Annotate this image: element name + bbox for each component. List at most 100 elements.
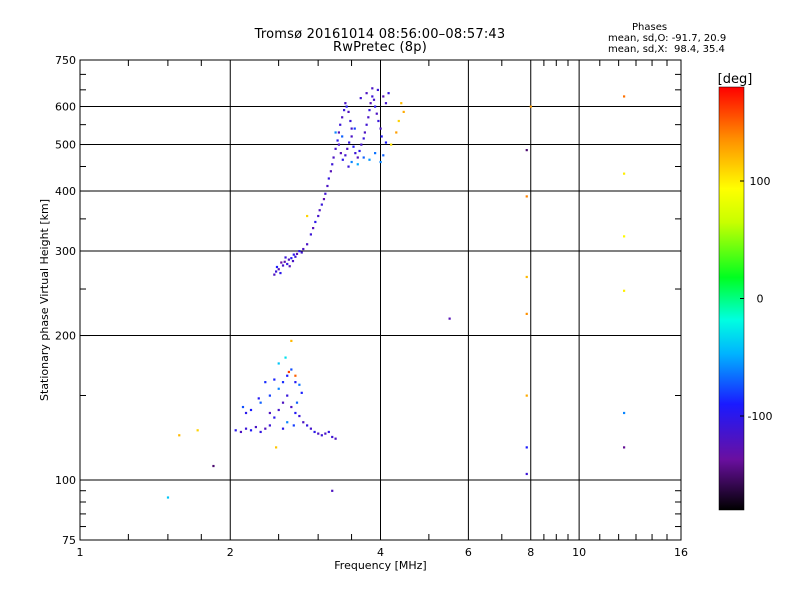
data-point [379,160,382,164]
data-point [525,472,528,476]
data-point [284,356,287,359]
data-point [342,109,346,112]
data-point [622,172,626,175]
y-tick-label: 400 [55,185,76,198]
colorbar: 100 0 -100 [deg] [718,72,772,511]
data-point [358,149,361,153]
data-point [281,381,285,384]
data-point [279,271,282,275]
data-point [369,102,372,105]
data-point [324,432,327,435]
data-point [317,432,320,435]
data-point [365,123,368,126]
data-point [306,243,309,246]
data-point [280,261,283,264]
data-point [529,105,532,108]
y-tick-label: 750 [55,54,76,67]
data-point [382,154,385,157]
data-point [347,165,350,168]
data-points [166,87,626,499]
data-point [300,391,303,394]
data-point [374,105,377,108]
data-point [294,255,297,258]
data-point [448,317,451,320]
data-point [400,102,403,105]
data-point [360,143,363,146]
data-point [344,102,347,105]
data-point [259,401,262,404]
colorbar-unit-label: [deg] [718,72,753,87]
data-point [374,152,377,155]
data-point [384,102,388,105]
data-point [347,110,350,113]
x-tick-label: 8 [527,546,534,559]
data-point [268,424,271,427]
data-point [339,152,342,155]
chart-title: Tromsø 20161014 08:56:00–08:57:43 [254,27,506,42]
data-point [292,253,295,256]
data-point [341,135,344,138]
data-point [367,116,370,119]
data-point [283,260,286,263]
data-point [244,411,248,415]
data-point [302,247,305,251]
data-point [196,429,199,432]
data-point [622,411,626,415]
data-point [277,387,280,390]
data-point [320,203,323,206]
y-tick-label: 600 [55,101,76,114]
data-point [309,427,312,430]
data-point [239,430,243,434]
data-point [622,235,626,238]
data-point [525,195,528,198]
colorbar-tick-label: 0 [757,293,764,306]
data-point [259,430,262,434]
data-point [350,135,353,138]
data-point [331,489,334,492]
data-point [244,427,248,430]
data-point [622,289,626,292]
data-point [286,374,289,377]
data-point [354,152,357,155]
data-point [337,143,341,146]
data-point [334,131,337,134]
data-point [290,339,293,343]
data-point [277,362,280,365]
data-point [306,424,309,427]
data-point [234,429,237,432]
data-point [257,397,260,400]
axis-ticks [80,59,681,541]
data-point [337,131,341,134]
data-point [290,257,293,260]
data-point [268,411,271,415]
data-point [286,421,289,424]
data-point [525,394,528,397]
data-point [346,147,349,150]
data-point [368,109,371,112]
data-point [368,158,371,161]
data-point [331,435,334,439]
data-point [377,119,380,123]
plot-frame [79,59,682,541]
data-point [390,143,393,146]
data-point [376,88,379,92]
data-point [352,145,355,148]
data-point [294,381,297,384]
data-point [302,421,305,424]
data-point [353,127,356,130]
x-tick-label: 2 [227,546,234,559]
data-point [273,273,276,276]
data-point [318,209,321,212]
data-point [275,265,279,269]
data-point [622,446,626,449]
data-point [334,147,337,150]
x-tick-label: 16 [674,546,688,559]
data-point [275,270,278,273]
data-point [290,368,293,371]
data-point [306,214,309,218]
data-point [295,252,299,256]
data-point [249,429,253,432]
data-point [298,383,301,386]
data-point [387,92,390,95]
data-point [288,265,291,268]
